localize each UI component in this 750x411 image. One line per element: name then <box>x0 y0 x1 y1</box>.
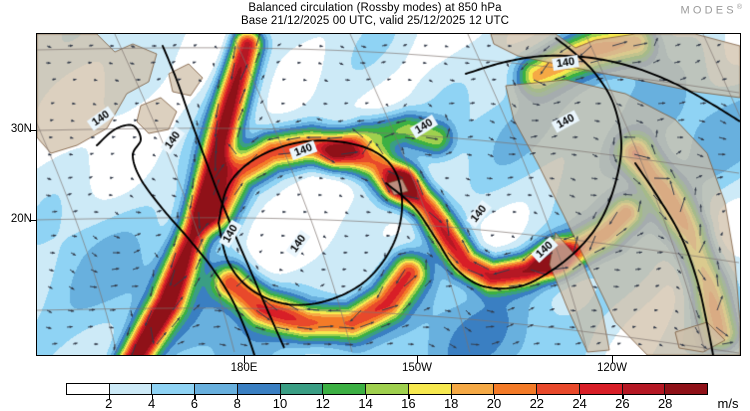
x-axis-label-120w: 120W <box>596 362 628 374</box>
colorbar-tick-label-10: 10 <box>272 396 288 411</box>
colorbar-tick-label-2: 2 <box>105 396 113 411</box>
colorbar-tick-label-28: 28 <box>657 396 673 411</box>
colorbar-segment-6 <box>323 384 367 394</box>
x-axis-label-150w: 150W <box>401 362 433 374</box>
colorbar-tick-8 <box>237 395 239 399</box>
colorbar-segment-2 <box>152 384 196 394</box>
colorbar-segment-4 <box>237 384 281 394</box>
colorbar-tick-label-8: 8 <box>233 396 241 411</box>
map-plot-area <box>36 33 741 356</box>
colorbar-tick-20 <box>494 395 496 399</box>
y-tick-20n <box>30 220 37 222</box>
colorbar-tick-22 <box>536 395 539 399</box>
colorbar-tick-10 <box>280 395 282 399</box>
x-tick-150w <box>417 356 419 363</box>
colorbar-segment-10 <box>494 384 538 394</box>
colorbar-segment-13 <box>622 384 666 394</box>
x-tick-120w <box>612 356 614 363</box>
colorbar-tick-26 <box>622 395 624 399</box>
x-axis-label-180e: 180E <box>230 362 258 374</box>
colorbar-tick-18 <box>451 395 453 399</box>
colorbar-tick-4 <box>151 395 153 399</box>
colorbar-segment-3 <box>195 384 238 394</box>
colorbar-tick-label-4: 4 <box>147 396 156 411</box>
colorbar-tick-24 <box>579 395 581 399</box>
colorbar-unit-label: m/s <box>717 396 739 411</box>
y-tick-30n <box>30 130 37 132</box>
colorbar-segment-11 <box>537 384 580 394</box>
colorbar-tick-label-18: 18 <box>443 396 459 411</box>
colorbar-segment-9 <box>451 384 495 394</box>
colorbar-tick-12 <box>322 395 325 399</box>
colorbar-tick-label-22: 22 <box>529 396 545 411</box>
modes-logo: MODES® <box>680 4 742 17</box>
colorbar-tick-label-16: 16 <box>401 396 416 411</box>
colorbar-segment-7 <box>366 384 409 394</box>
wind-speed-heatmap <box>37 34 740 355</box>
colorbar-tick-6 <box>194 395 196 399</box>
y-axis-label-20n: 20N <box>10 213 32 225</box>
colorbar-tick-label-26: 26 <box>615 396 630 411</box>
colorbar-segment-14 <box>665 384 708 394</box>
colorbar-tick-28 <box>665 395 667 399</box>
colorbar <box>66 383 708 395</box>
modes-logo-superscript: ® <box>736 4 742 11</box>
colorbar-segment-12 <box>579 384 623 394</box>
x-tick-180e <box>244 356 246 363</box>
modes-logo-text: MODES <box>680 4 737 17</box>
colorbar-segment-8 <box>408 384 452 394</box>
chart-subtitle: Base 21/12/2025 00 UTC, valid 25/12/2025… <box>240 15 510 27</box>
colorbar-segment-5 <box>280 384 324 394</box>
page-title: Balanced circulation (Rossby modes) at 8… <box>248 2 502 14</box>
colorbar-tick-label-24: 24 <box>572 396 587 411</box>
chart-title-block: Balanced circulation (Rossby modes) at 8… <box>0 2 750 28</box>
colorbar-tick-label-14: 14 <box>358 396 373 411</box>
colorbar-tick-label-20: 20 <box>486 396 502 411</box>
colorbar-tick-2 <box>108 395 111 399</box>
colorbar-segment-0 <box>67 384 110 394</box>
colorbar-segment-1 <box>109 384 153 394</box>
colorbar-tick-14 <box>365 395 367 399</box>
colorbar-tick-label-12: 12 <box>315 396 331 411</box>
colorbar-tick-label-6: 6 <box>190 396 198 411</box>
y-axis-label-30n: 30N <box>10 123 32 135</box>
colorbar-tick-16 <box>408 395 410 399</box>
